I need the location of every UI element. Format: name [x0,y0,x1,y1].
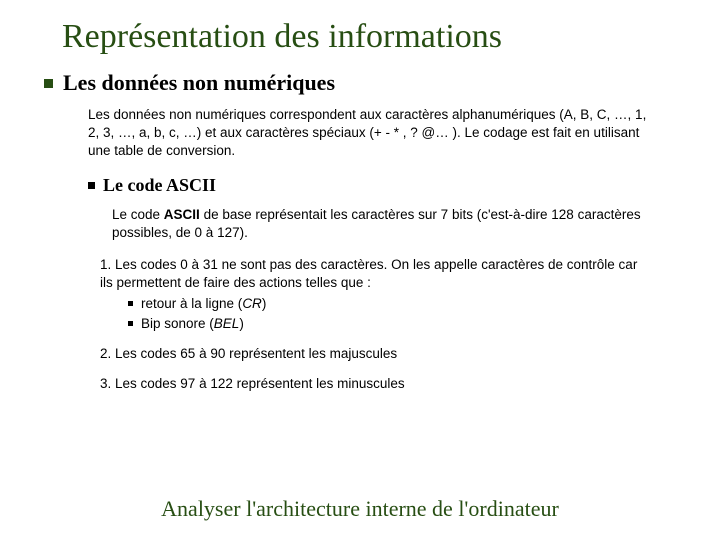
slide: Représentation des informations Les donn… [0,0,720,540]
square-bullet-icon [128,321,133,326]
list-item-1: 1. Les codes 0 à 31 ne sont pas des cara… [100,256,650,292]
list-item-1-block: 1. Les codes 0 à 31 ne sont pas des cara… [100,256,650,333]
sub-item-1a: retour à la ligne (CR) [128,295,650,313]
square-bullet-icon [44,79,53,88]
sub-1b-ital: BEL [214,316,240,331]
sub-1b-post: ) [239,316,244,331]
heading-2: Le code ASCII [103,175,216,196]
sub-1a-post: ) [262,296,267,311]
list-item-2: 2. Les codes 65 à 90 représentent les ma… [100,345,650,363]
sub-1a-pre: retour à la ligne ( [141,296,242,311]
para2-pre: Le code [112,207,164,222]
heading-1: Les données non numériques [63,70,335,96]
sub-1a-text: retour à la ligne (CR) [141,295,266,313]
subheading-row: Le code ASCII [88,175,680,196]
ordered-list: 1. Les codes 0 à 31 ne sont pas des cara… [100,256,650,393]
para2-bold: ASCII [164,207,200,222]
list-item-3: 3. Les codes 97 à 122 représentent les m… [100,375,650,393]
sub-1b-text: Bip sonore (BEL) [141,315,244,333]
paragraph-2: Le code ASCII de base représentait les c… [112,206,650,242]
sub-item-1b: Bip sonore (BEL) [128,315,650,333]
slide-title: Représentation des informations [62,18,680,56]
paragraph-1: Les données non numériques correspondent… [88,106,650,161]
sub-1a-ital: CR [242,296,262,311]
sub-1b-pre: Bip sonore ( [141,316,214,331]
square-bullet-icon [128,301,133,306]
heading-row: Les données non numériques [44,70,680,96]
square-bullet-icon [88,182,95,189]
footer: Analyser l'architecture interne de l'ord… [0,496,720,522]
